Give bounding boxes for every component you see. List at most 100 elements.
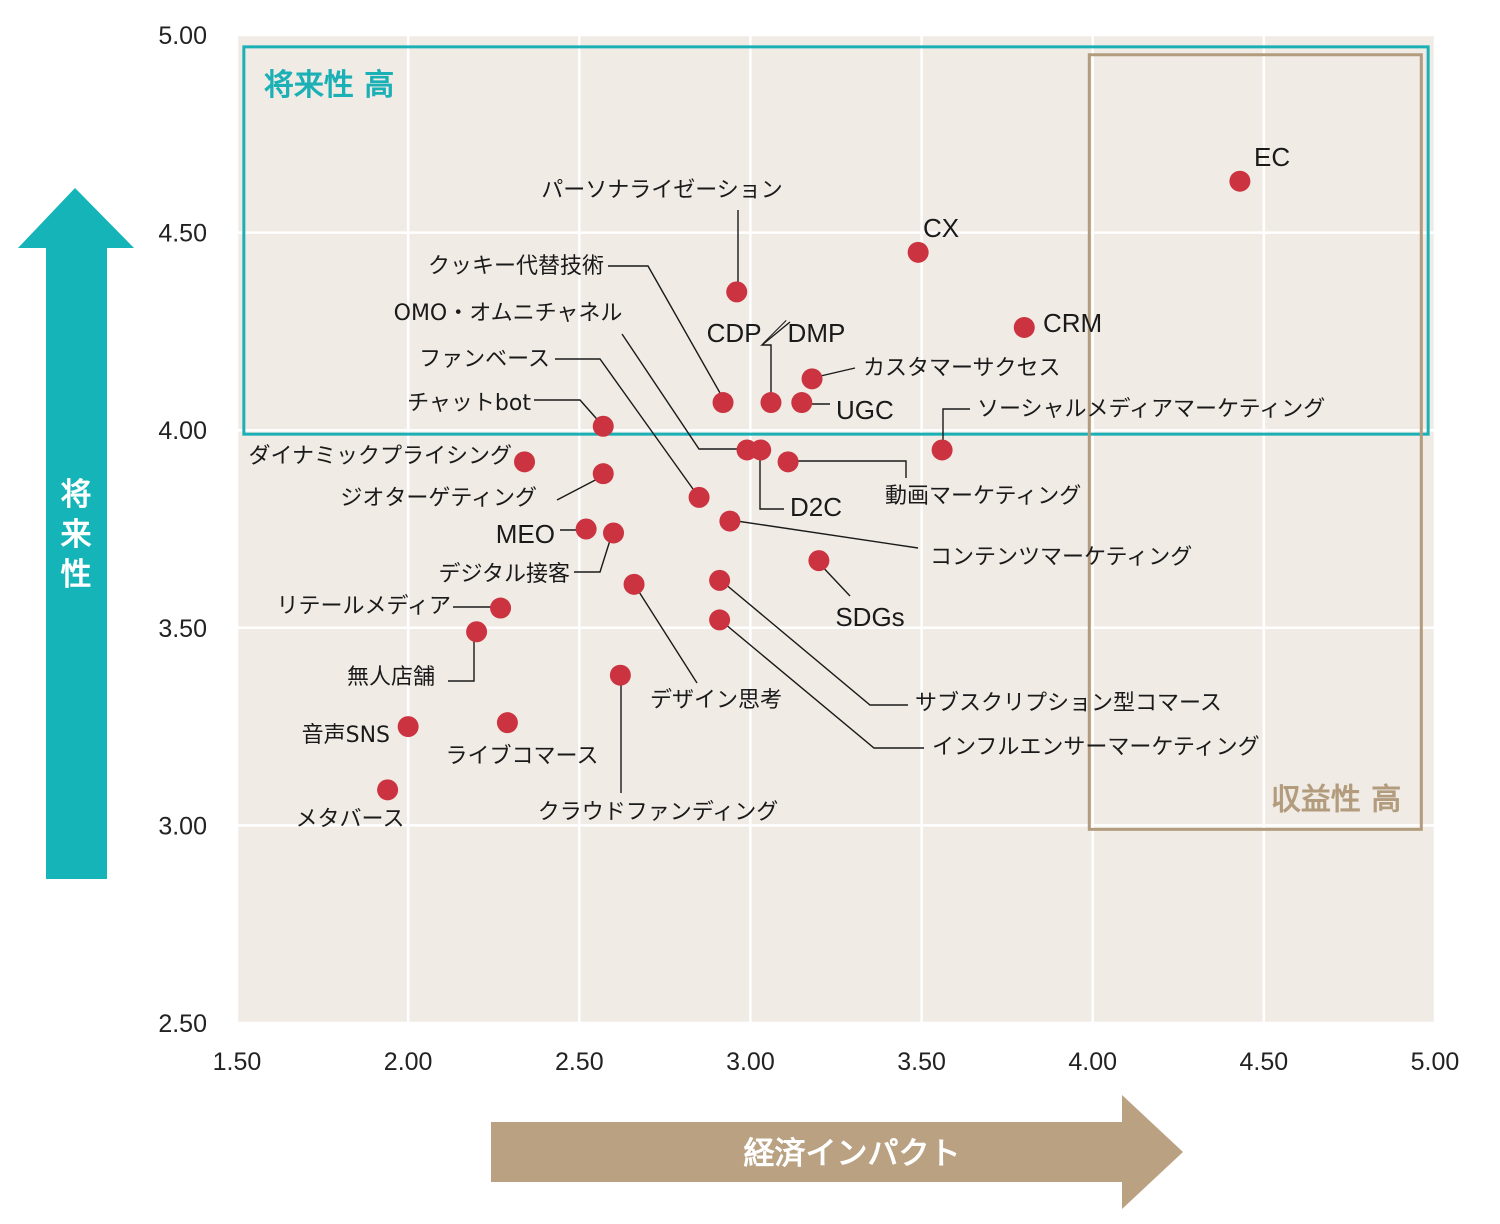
x-tick-label: 5.00: [1411, 1048, 1460, 1076]
point-label: カスタマーサクセス: [863, 356, 1061, 381]
leader-line: [718, 618, 924, 749]
x-axis-title: 経済インパクト: [744, 1136, 961, 1172]
point-label: ソーシャルメディアマーケティング: [977, 397, 1325, 422]
data-point: [592, 463, 614, 485]
leader-line: [608, 265, 725, 401]
point-label: UGC: [836, 395, 894, 425]
data-point: [688, 486, 710, 508]
point-label: OMO・オムニチャネル: [394, 301, 623, 326]
x-tick-label: 4.50: [1240, 1048, 1289, 1076]
data-point: [496, 712, 518, 734]
zone-label-1: 収益性 高: [1271, 782, 1401, 817]
y-tick-label: 3.50: [158, 615, 207, 643]
point-label: ライブコマース: [446, 744, 599, 769]
data-point: [377, 779, 399, 801]
leader-line: [555, 358, 699, 497]
leader-line: [717, 577, 908, 706]
point-label: パーソナライゼーション: [541, 178, 783, 203]
leader-line: [633, 583, 698, 684]
data-point: [1013, 316, 1035, 338]
leader-line: [942, 408, 970, 450]
data-point: [1229, 170, 1251, 192]
zone-box-0: [242, 45, 1430, 436]
data-point: [466, 621, 488, 643]
point-label: EC: [1254, 142, 1290, 172]
point-label: クラウドファンディング: [538, 800, 778, 825]
y-tick-label: 5.00: [158, 22, 207, 50]
y-tick-label: 2.50: [158, 1010, 207, 1038]
data-point: [609, 664, 631, 686]
x-tick-label: 3.50: [897, 1048, 946, 1076]
point-label: インフルエンサーマーケティング: [932, 735, 1260, 760]
y-tick-label: 4.50: [158, 220, 207, 248]
point-label: サブスクリプション型コマース: [915, 691, 1222, 716]
point-label: CX: [923, 213, 959, 243]
data-point: [808, 550, 830, 572]
point-label: CRM: [1043, 308, 1102, 338]
leader-line: [534, 399, 604, 427]
zone-label-0: 将来性 高: [264, 68, 394, 103]
x-tick-label: 4.00: [1068, 1048, 1117, 1076]
data-point: [575, 518, 597, 540]
data-point: [514, 451, 536, 473]
point-label: メタバース: [296, 807, 405, 832]
data-point: [592, 415, 614, 437]
data-point: [760, 392, 782, 414]
data-point: [907, 241, 929, 263]
x-tick-label: 1.50: [213, 1048, 262, 1076]
point-label: 無人店舗: [347, 665, 435, 690]
data-point: [603, 522, 625, 544]
y-tick-label: 4.00: [158, 417, 207, 445]
data-point: [709, 609, 731, 631]
data-points: [377, 170, 1251, 801]
point-label: コンテンツマーケティング: [930, 545, 1192, 570]
data-point: [931, 439, 953, 461]
leader-line: [788, 460, 907, 478]
zone-box-1: [1087, 53, 1423, 831]
data-point: [726, 281, 748, 303]
leader-line: [574, 533, 613, 573]
point-label: チャットbot: [407, 391, 531, 416]
y-axis-title: 将来性: [61, 477, 92, 593]
x-tick-label: 2.00: [384, 1048, 433, 1076]
plot-area: [237, 35, 1435, 1023]
data-point: [719, 510, 741, 532]
leader-line: [760, 321, 791, 400]
point-label: クッキー代替技術: [428, 254, 604, 279]
data-point: [709, 569, 731, 591]
point-label: CDP／DMP: [707, 318, 846, 348]
point-label: ファンベース: [419, 347, 550, 372]
grid: [235, 33, 1437, 1025]
leader-line: [759, 449, 784, 510]
point-label: D2C: [790, 492, 842, 522]
data-point: [490, 597, 512, 619]
point-label: MEO: [496, 519, 555, 549]
data-point: [712, 392, 734, 414]
y-tick-label: 3.00: [158, 812, 207, 840]
point-label: デジタル接客: [438, 562, 570, 587]
data-point: [801, 368, 823, 390]
x-tick-label: 3.00: [726, 1048, 775, 1076]
point-label: SDGs: [835, 602, 904, 632]
leader-lines: [448, 210, 970, 793]
y-axis-arrow: 将来性: [18, 188, 134, 879]
leader-line: [621, 333, 748, 450]
point-label: 音声SNS: [302, 723, 390, 748]
point-label: ダイナミックプライシング: [248, 444, 512, 469]
data-point: [777, 451, 799, 473]
data-point: [791, 392, 813, 414]
data-point: [397, 716, 419, 738]
x-tick-label: 2.50: [555, 1048, 604, 1076]
data-point: [750, 439, 772, 461]
data-point: [623, 573, 645, 595]
point-label: デザイン思考: [650, 688, 782, 713]
point-label: ジオターゲティング: [340, 486, 537, 511]
leader-line: [448, 630, 475, 682]
x-axis-arrow: 経済インパクト: [491, 1095, 1183, 1209]
tick-labels: 1.50 2.00 2.50 3.00 3.50 4.00 4.50 5.00 2.50 3.00…: [158, 22, 1459, 1076]
leader-line: [729, 519, 919, 549]
point-label: 動画マーケティング: [885, 484, 1081, 509]
